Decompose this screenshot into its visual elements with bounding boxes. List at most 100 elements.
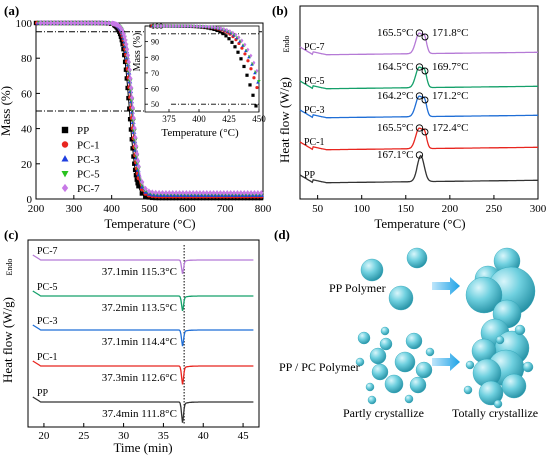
a-marker-pp — [129, 137, 134, 142]
c-series-label: PC-3 — [37, 316, 58, 327]
crystal-sphere — [465, 360, 475, 370]
crystal-sphere — [465, 276, 503, 314]
b-curve-pc-5 — [299, 66, 538, 90]
inset-xtick-label: 375 — [162, 114, 176, 124]
inset-marker-pc-7 — [201, 24, 205, 29]
inset-marker-pc-7 — [216, 25, 220, 30]
a-marker-pc-7 — [38, 20, 43, 26]
a-marker-pc-7 — [245, 189, 250, 196]
inset-xtick-label: 450 — [252, 114, 266, 124]
c-xtick-label: 30 — [118, 430, 130, 442]
c-annotation: 37.1min 114.4°C — [102, 336, 177, 348]
a-legend-marker — [61, 170, 69, 178]
a-marker-pc-7 — [130, 105, 136, 111]
a-marker-pc-7 — [122, 34, 127, 40]
inset-marker-pp — [254, 104, 258, 108]
a-ytick-label: 40 — [21, 124, 33, 136]
b-curve-pp — [299, 154, 538, 184]
panel-c-ticks: 20 25 30 35 40 45 — [38, 423, 249, 442]
inset-ytick-label: 50 — [151, 100, 159, 109]
a-marker-pc-7 — [99, 20, 105, 26]
a-marker-pp — [130, 146, 135, 151]
a-marker-pc-7 — [255, 189, 261, 196]
a-marker-pp — [133, 172, 139, 178]
a-ytick-label: 80 — [21, 53, 33, 65]
a-ytick-label: 60 — [21, 88, 33, 100]
b-series-label: PC-7 — [304, 42, 325, 53]
a-legend-marker — [61, 155, 69, 162]
a-marker-pc-7 — [79, 20, 84, 26]
a-marker-pc-7 — [124, 46, 130, 53]
a-marker-pc-7 — [139, 179, 145, 185]
a-marker-pc-7 — [211, 189, 216, 196]
a-legend-label: PC-7 — [77, 183, 100, 195]
a-xtick-label: 500 — [141, 203, 158, 215]
crystal-sphere — [514, 324, 526, 336]
b-xtick-label: 200 — [442, 203, 459, 215]
panel-c-endo-label: Endo — [5, 259, 14, 276]
c-series-label: PP — [37, 388, 49, 399]
arrow-icon-top — [432, 277, 460, 295]
crystal-sphere — [360, 258, 384, 282]
a-marker-pc-7 — [62, 20, 67, 26]
inset-marker-pc-7 — [198, 24, 202, 29]
a-marker-pc-7 — [92, 20, 98, 26]
inset-marker-pc-7 — [189, 24, 193, 29]
panel-a: (a) 200 300 400 500 600 700 800 0 20 40 60 80 100 PP… — [0, 3, 272, 231]
a-marker-pc-7 — [197, 189, 203, 196]
panel-b-ticks: 50 100 150 200 250 300 — [312, 195, 547, 215]
crystal-sphere — [404, 394, 414, 404]
a-marker-pc-7 — [96, 20, 101, 26]
label-pp-polymer: PP Polymer — [329, 281, 386, 295]
inset-ytick-label: 60 — [151, 85, 159, 94]
a-marker-pc-5 — [133, 146, 139, 152]
b-peak-label: 165.5°C — [377, 27, 414, 39]
c-annotation: 37.4min 111.8°C — [102, 408, 177, 420]
inset-marker-pc-7 — [210, 24, 214, 30]
inset-ylabel: Mass (%) — [132, 33, 143, 72]
inset-marker-pc-7 — [207, 24, 211, 29]
a-legend-marker — [61, 183, 69, 193]
c-curve-pp — [32, 396, 254, 423]
inset-ytick-label: 90 — [151, 38, 159, 47]
crystal-sphere — [379, 337, 393, 351]
inset-marker-pc-7 — [168, 23, 172, 29]
crystal-sphere — [367, 395, 377, 405]
inset-marker-pp — [242, 64, 246, 69]
a-legend-marker — [61, 141, 69, 148]
inset-marker-pc-7 — [222, 26, 226, 32]
a-marker-pc-7 — [177, 189, 182, 196]
a-marker-pc-7 — [160, 189, 165, 196]
c-curve-pc-1 — [32, 360, 254, 385]
inset-marker-pc-1 — [240, 46, 244, 50]
a-marker-pc-7 — [163, 189, 169, 196]
a-marker-pc-7 — [41, 20, 47, 26]
c-annotation: 37.1min 115.3°C — [102, 266, 177, 278]
a-marker-pc-7 — [82, 20, 88, 26]
a-marker-pc-7 — [201, 189, 206, 196]
panel-b: (b) 50 100 150 200 250 300 PP 167.1°C PC-1 165.5… — [272, 3, 547, 231]
inset-marker-pc-7 — [174, 23, 178, 29]
b-xtick-label: 300 — [530, 203, 547, 215]
a-marker-pp — [134, 177, 139, 182]
b-series-label: PC-1 — [304, 137, 325, 148]
a-marker-pp — [132, 167, 138, 173]
a-marker-pc-7 — [72, 20, 77, 26]
a-legend-label: PC-1 — [77, 140, 100, 152]
a-legend-label: PC-3 — [77, 154, 100, 166]
inset-marker-pc-7 — [183, 24, 187, 29]
crystal-sphere — [405, 332, 423, 350]
b-curve-pc-3 — [299, 95, 538, 119]
c-series-label: PC-1 — [37, 352, 58, 363]
inset-marker-pp — [236, 50, 240, 54]
panel-c-label: (c) — [4, 227, 18, 242]
a-xtick-label: 200 — [28, 203, 45, 215]
b-peak-label-2: 171.2°C — [432, 90, 469, 102]
b-xtick-label: 250 — [486, 203, 503, 215]
label-totally-crystallize: Totally crystallize — [452, 406, 538, 420]
a-legend-marker — [61, 126, 69, 134]
a-marker-pc-7 — [55, 20, 60, 26]
inset-marker-pc-1 — [246, 59, 250, 63]
panel-a-legend: PP PC-1 PC-3 PC-5 PC-7 — [61, 125, 100, 195]
inset-marker-pc-7 — [162, 23, 166, 29]
